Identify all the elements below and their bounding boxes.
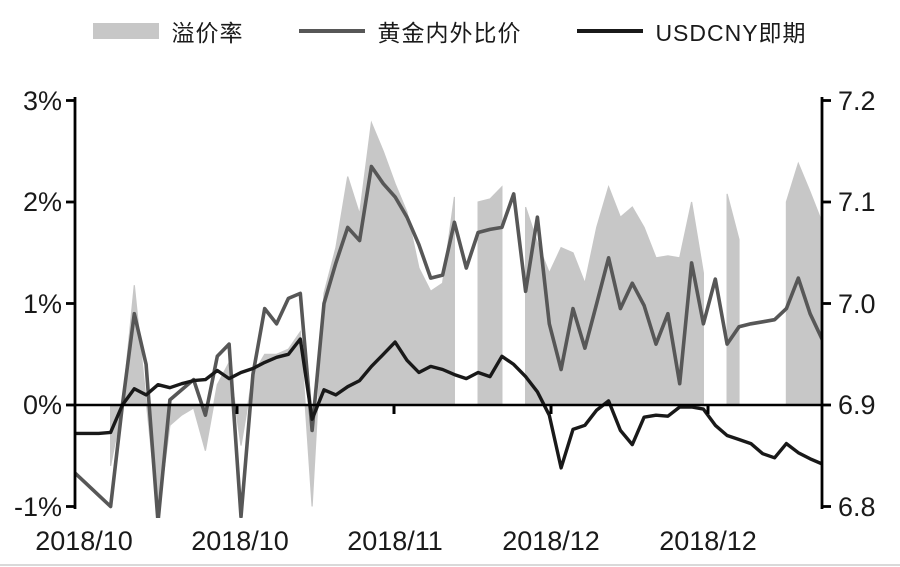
left-axis-label: 1% — [22, 288, 62, 319]
left-axis-label: 3% — [22, 85, 62, 116]
legend-item-usdcny: USDCNY即期 — [577, 14, 806, 48]
x-axis-label: 2018/12 — [502, 526, 600, 556]
page-bottom-rule — [0, 564, 900, 566]
chart-legend: 溢价率 黄金内外比价 USDCNY即期 — [0, 14, 900, 48]
right-axis-label: 7.2 — [838, 85, 876, 116]
left-axis-label: 2% — [22, 187, 62, 217]
gold-ratio-line-swatch — [299, 29, 366, 33]
right-axis-label: 6.8 — [838, 491, 876, 522]
legend-label-usdcny: USDCNY即期 — [655, 20, 807, 46]
usdcny-line-swatch — [577, 29, 644, 33]
right-axis-label: 6.9 — [838, 390, 876, 420]
premium-area-series — [110, 120, 822, 517]
premium-area-swatch — [93, 23, 160, 39]
legend-label-gold-ratio: 黄金内外比价 — [377, 20, 522, 46]
left-axis-label: 0% — [22, 390, 62, 420]
usdcny-line-series — [75, 337, 822, 470]
legend-item-gold-ratio: 黄金内外比价 — [299, 14, 521, 48]
legend-label-premium: 溢价率 — [171, 20, 244, 46]
x-axis-label: 2018/11 — [347, 526, 443, 556]
x-axis-label: 2018/12 — [659, 526, 757, 556]
gold-ratio-line-series — [75, 164, 822, 518]
right-axis-label: 7.1 — [838, 187, 876, 217]
x-axis-label: 2018/10 — [191, 526, 289, 556]
legend-item-premium: 溢价率 — [93, 14, 243, 48]
x-axis-label: 2018/10 — [35, 526, 133, 556]
right-axis-label: 7.0 — [838, 288, 876, 319]
left-axis-label: -1% — [13, 491, 62, 522]
